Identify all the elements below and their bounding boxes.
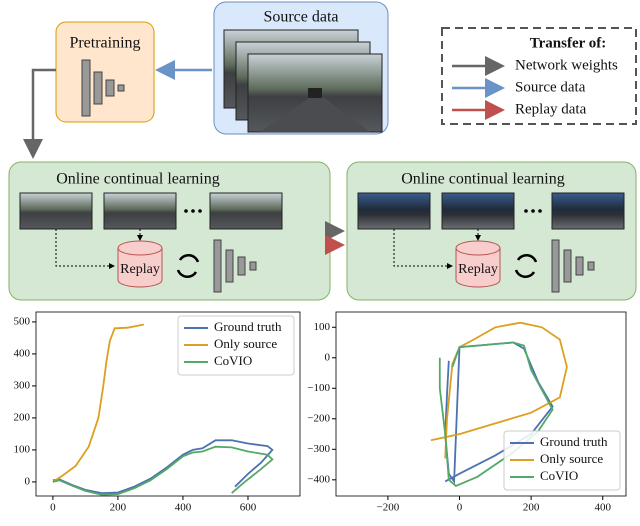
y-tick-label: 500 — [14, 315, 31, 327]
y-tick-label: 0 — [25, 475, 31, 487]
y-tick-label: 100 — [14, 443, 31, 455]
y-tick-label: −400 — [307, 473, 330, 485]
pretraining-title: Pretraining — [69, 35, 140, 52]
legend-label: Ground truth — [540, 434, 608, 449]
stage: Online continual learning Replay — [346, 161, 637, 301]
y-tick-label: 300 — [14, 379, 31, 391]
plot-frame — [335, 311, 627, 497]
trajectory — [52, 323, 145, 483]
plot-frame — [35, 311, 301, 497]
stage-title: Online continual learning — [56, 171, 220, 188]
source-box: Source data — [213, 1, 389, 135]
y-tick-label: −300 — [307, 443, 330, 455]
stage: Online continual learning Replay — [8, 161, 331, 301]
legend-label: Only source — [540, 451, 603, 466]
buffer-label: Replay — [458, 262, 498, 277]
y-tick-label: 0 — [325, 351, 331, 363]
y-tick-label: 100 — [314, 321, 331, 333]
stage-title: Online continual learning — [401, 171, 565, 188]
legend-item: Network weights — [515, 57, 618, 73]
trajectory — [438, 341, 554, 487]
x-tick-label: −200 — [377, 502, 400, 514]
x-tick-label: 200 — [523, 502, 540, 514]
legend-label: Ground truth — [214, 319, 282, 334]
legend-box — [177, 315, 295, 376]
y-tick-label: 200 — [14, 411, 31, 423]
trajectory — [52, 445, 274, 496]
x-tick-label: 200 — [110, 502, 127, 514]
legend-item: Source data — [515, 79, 586, 95]
legend-item: Replay data — [515, 101, 587, 117]
pretraining-box: Pretraining — [55, 21, 155, 123]
x-tick-label: 400 — [175, 502, 192, 514]
x-tick-label: 0 — [457, 502, 463, 514]
y-tick-label: 400 — [14, 347, 31, 359]
legend-box — [503, 430, 621, 491]
legend-label: Only source — [214, 336, 277, 351]
x-tick-label: 600 — [240, 502, 257, 514]
legend-label: CoVIO — [540, 468, 578, 483]
legend-title: Transfer of: — [530, 35, 607, 51]
trajectory — [52, 439, 274, 495]
arrow — [23, 68, 56, 159]
transfer-legend: Transfer of: Network weights Source data… — [441, 27, 637, 125]
source-title: Source data — [263, 9, 338, 26]
x-tick-label: 0 — [50, 502, 56, 514]
x-tick-label: 400 — [594, 502, 611, 514]
y-tick-label: −100 — [307, 382, 330, 394]
legend-label: CoVIO — [214, 353, 252, 368]
y-tick-label: −200 — [307, 412, 330, 424]
buffer-label: Replay — [120, 262, 160, 277]
